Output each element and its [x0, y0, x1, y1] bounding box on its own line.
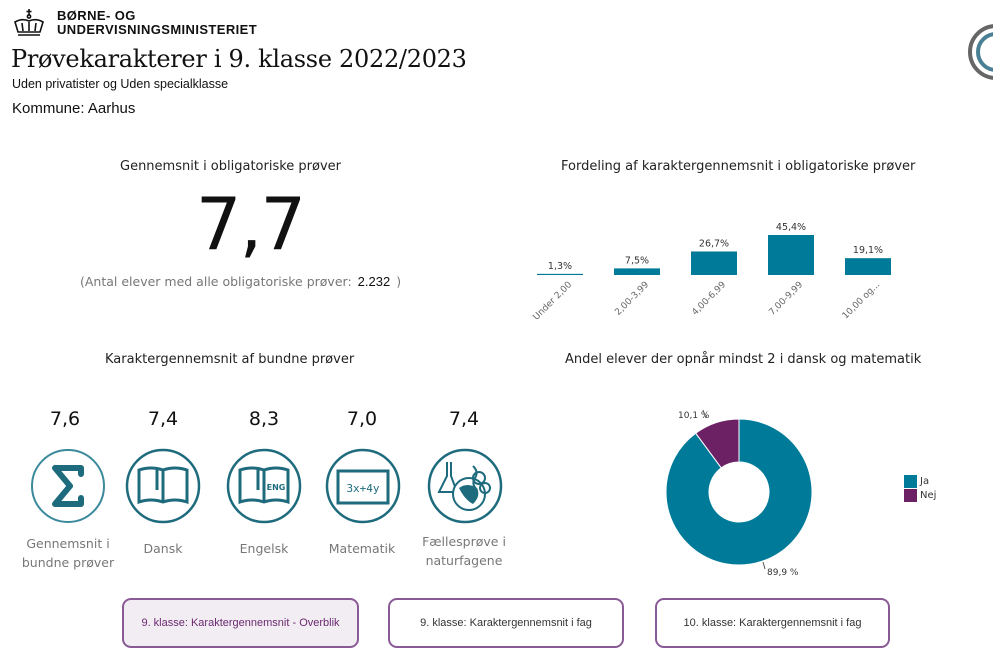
kpi-note-prefix: (Antal elever med alle obligatoriske prø…: [80, 274, 352, 289]
nav-button-9-overview[interactable]: 9. klasse: Karaktergennemsnit - Overblik: [122, 598, 359, 648]
kpi-title: Gennemsnit i obligatoriske prøver: [120, 159, 342, 174]
label-dansk: Dansk: [143, 541, 183, 556]
nav-button-label: 9. klasse: Karaktergennemsnit - Overblik: [141, 617, 340, 629]
bar-4[interactable]: [845, 258, 891, 275]
grade-engelsk: 8,3: [248, 408, 280, 430]
legend-label-nej: Nej: [920, 489, 937, 501]
nav-button-9-subjects[interactable]: 9. klasse: Karaktergennemsnit i fag: [388, 598, 624, 648]
page-subtitle: Uden privatister og Uden specialklasse: [12, 77, 229, 91]
bar-value-label: 19,1%: [853, 245, 883, 256]
legend-swatch-ja: [904, 474, 917, 488]
kpi-note: (Antal elever med alle obligatoriske prø…: [80, 274, 401, 289]
bar-value-label: 7,5%: [625, 255, 649, 266]
org-line-1: BØRNE- OG: [57, 8, 136, 23]
nav-button-label: 10. klasse: Karaktergennemsnit i fag: [683, 617, 862, 629]
donut-legend: Ja Nej: [904, 474, 936, 502]
grade-average-bound: 7,6: [49, 408, 81, 430]
bar-value-label: 45,4%: [776, 222, 806, 233]
bound-tests-title: Karaktergennemsnit af bundne prøver: [105, 352, 355, 367]
bar-2[interactable]: [691, 251, 737, 275]
kommune-filter-label: Kommune: Aarhus: [12, 100, 136, 117]
label-average-bound: Gennemsnit i bundne prøver: [13, 534, 123, 572]
org-line-2: UNDERVISNINGSMINISTERIET: [57, 22, 258, 37]
page-title: Prøvekarakterer i 9. klasse 2022/2023: [11, 45, 467, 73]
donut-slice-ja[interactable]: [665, 418, 813, 566]
leader-line: [762, 561, 766, 570]
grade-dansk: 7,4: [147, 408, 179, 430]
legend-label-ja: Ja: [920, 475, 930, 487]
legend-item-ja[interactable]: Ja: [904, 474, 936, 488]
nav-button-label: 9. klasse: Karaktergennemsnit i fag: [420, 617, 592, 629]
grade-matematik: 7,0: [346, 408, 378, 430]
donut-label-ja: 89,9 %: [767, 568, 799, 578]
legend-item-nej[interactable]: Nej: [904, 488, 936, 502]
category-label: 2,00-3,99: [613, 280, 651, 318]
label-line-2: naturfagene: [425, 553, 503, 568]
donut-slice-nej[interactable]: [695, 418, 740, 469]
circle-logo-icon: [968, 24, 993, 80]
book-icon: [125, 448, 201, 524]
science-globe-icon: [427, 448, 503, 524]
kpi-value: 7,7: [195, 182, 307, 266]
label-line-1: Gennemsnit i: [26, 536, 110, 551]
svg-text:3x+4y: 3x+4y: [346, 482, 379, 495]
category-label: 10,00 og...: [841, 280, 882, 321]
svg-text:ENG: ENG: [267, 483, 286, 492]
label-line-2: bundne prøver: [21, 555, 115, 570]
crown-icon: [14, 9, 44, 36]
pass-rate-donut-chart: 89,9 % 10,1 %: [665, 409, 813, 578]
english-book-icon: ENG: [226, 448, 302, 524]
kpi-student-count: 2.232: [357, 274, 391, 289]
legend-swatch-nej: [904, 488, 917, 502]
label-line-1: Fællesprøve i: [422, 534, 506, 549]
bar-0[interactable]: [537, 273, 583, 275]
organization-name: BØRNE- OG UNDERVISNINGSMINISTERIET: [57, 9, 257, 37]
label-matematik: Matematik: [328, 541, 396, 556]
bar-value-label: 26,7%: [699, 238, 729, 249]
grade-naturfag: 7,4: [448, 408, 480, 430]
bar-1[interactable]: [614, 268, 660, 275]
donut-label-nej: 10,1 %: [678, 411, 710, 421]
leader-line: [702, 409, 707, 419]
bar-value-label: 1,3%: [548, 261, 572, 272]
distribution-chart-title: Fordeling af karaktergennemsnit i obliga…: [561, 159, 916, 174]
category-label: 7,00-9,99: [767, 280, 805, 318]
kpi-note-suffix: ): [396, 274, 402, 289]
pass-rate-chart-title: Andel elever der opnår mindst 2 i dansk …: [565, 352, 922, 367]
math-board-icon: 3x+4y: [325, 448, 401, 524]
bar-3[interactable]: [768, 235, 814, 275]
sigma-icon: [31, 449, 105, 523]
category-label: Under 2,00: [532, 280, 575, 323]
label-naturfag: Fællesprøve i naturfagene: [409, 532, 519, 570]
label-engelsk: Engelsk: [239, 541, 289, 556]
nav-button-10-subjects[interactable]: 10. klasse: Karaktergennemsnit i fag: [655, 598, 890, 648]
distribution-bar-chart: 1,3% Under 2,00 7,5% 2,00-3,99 26,7% 4,00-6,9…: [532, 222, 891, 323]
category-label: 4,00-6,99: [690, 280, 728, 318]
